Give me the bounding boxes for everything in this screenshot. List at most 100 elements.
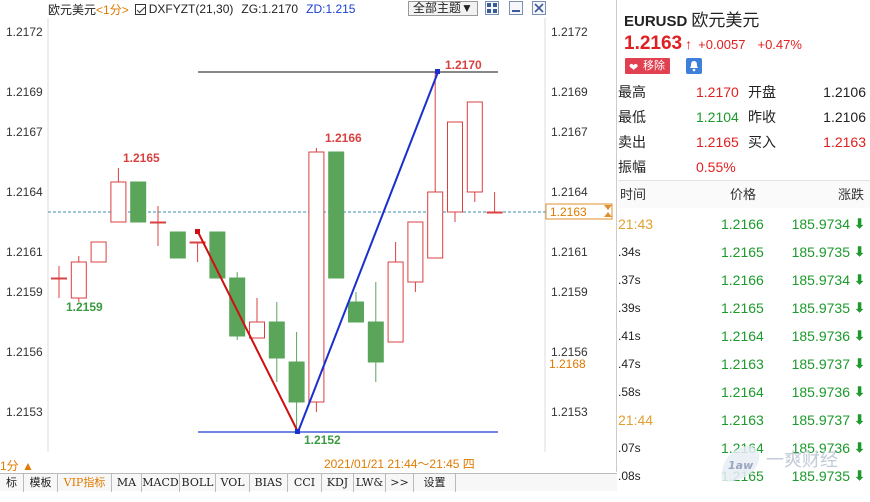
remove-watchlist-button[interactable]: ❤ 移除	[625, 58, 670, 74]
price-tag-arrow-icon	[604, 212, 612, 217]
down-arrow-icon: ⬇	[854, 328, 865, 343]
indicator-tab[interactable]: VOL	[216, 474, 250, 492]
ticks-header-change: 涨跌	[837, 187, 864, 202]
period-toggle[interactable]: 1分 ▲	[0, 459, 34, 473]
indicator-tab[interactable]: CCI	[288, 474, 322, 492]
tick-row[interactable]: .47s 1.2163 185.9737 ⬇	[618, 350, 870, 378]
down-arrow-icon: ⬇	[854, 440, 865, 455]
price-change-percent: +0.47%	[757, 37, 802, 52]
bell-icon	[690, 61, 698, 72]
grid-layout-icon[interactable]	[485, 1, 499, 15]
candle-body	[288, 361, 305, 403]
indicator-tab[interactable]: LW&	[354, 474, 386, 492]
down-arrow-icon: ⬇	[854, 356, 865, 371]
stat-label: 振幅	[618, 159, 646, 175]
quote-panel: EURUSD 欧元美元 1.2163 ↑ +0.0057 +0.47% ❤ 移除 …	[618, 0, 870, 502]
y-tick-label-left: 1.2161	[6, 245, 43, 259]
tick-time: .47s	[618, 357, 641, 371]
y-tick-label-left: 1.2172	[6, 25, 43, 39]
symbol-code: EURUSD	[624, 13, 688, 30]
candle-body	[447, 121, 463, 213]
tick-change: 185.9736	[791, 384, 850, 400]
tick-row[interactable]: .39s 1.2165 185.9735 ⬇	[618, 294, 870, 322]
y-tick-label-right: 1.2164	[551, 185, 588, 199]
price-tag-arrow-icon	[604, 205, 612, 210]
y-tick-label-right: 1.2156	[551, 345, 588, 359]
period-selector[interactable]: <1分>	[96, 2, 129, 17]
heart-icon: ❤	[629, 62, 639, 74]
indicator-tab[interactable]: VIP指标	[58, 474, 112, 492]
y-tick-label-right: 1.2161	[551, 245, 588, 259]
tick-price: 1.2164	[721, 328, 764, 344]
ticks-header-price: 价格	[730, 187, 757, 202]
indicator-tab[interactable]: KDJ	[322, 474, 354, 492]
indicator-tab[interactable]: MACD	[142, 474, 180, 492]
tick-row[interactable]: 21:44 1.2163 185.9737 ⬇	[618, 406, 870, 434]
tick-price: 1.2166	[721, 272, 764, 288]
close-icon[interactable]	[532, 1, 546, 15]
indicator-checkbox[interactable]	[134, 3, 146, 15]
tick-time: 21:43	[618, 216, 654, 232]
watermark-logo: 1aw 一爽财经	[718, 441, 870, 489]
remove-label: 移除	[643, 60, 665, 72]
tick-change: 185.9737	[791, 356, 850, 372]
tick-price: 1.2166	[721, 216, 764, 232]
indicator-tab[interactable]: 模板	[24, 474, 58, 492]
candle-body	[70, 261, 87, 299]
stat-row: 卖出 1.2165 买入 1.2163	[618, 130, 870, 155]
y-tick-label-left: 1.2156	[6, 345, 43, 359]
candle-body	[466, 101, 483, 193]
tick-row[interactable]: .34s 1.2165 185.9735 ⬇	[618, 238, 870, 266]
candle-body	[249, 321, 265, 339]
indicator-tab[interactable]: BIAS	[250, 474, 288, 492]
y-tick-label-left: 1.2164	[6, 185, 43, 199]
y-tick-label-right: 1.2153	[551, 405, 588, 419]
alert-bell-button[interactable]	[686, 58, 702, 74]
tick-time: .39s	[618, 301, 641, 315]
tick-row[interactable]: .58s 1.2164 185.9736 ⬇	[618, 378, 870, 406]
secondary-price-tag-label: 1.2168	[549, 357, 586, 371]
y-tick-label-left: 1.2169	[6, 85, 43, 99]
theme-dropdown-button[interactable]: 全部主题▼	[408, 1, 478, 16]
y-tick-label-right: 1.2172	[551, 25, 588, 39]
tick-row[interactable]: .37s 1.2166 185.9734 ⬇	[618, 266, 870, 294]
indicator-tab[interactable]: BOLL	[180, 474, 216, 492]
stat-value: 1.2163	[823, 134, 866, 150]
down-arrow-icon: ⬇	[854, 384, 865, 399]
minimize-icon[interactable]	[509, 1, 523, 15]
trend-line-down	[197, 231, 299, 433]
y-tick-label-left: 1.2167	[6, 125, 43, 139]
tick-row[interactable]: .41s 1.2164 185.9736 ⬇	[618, 322, 870, 350]
indicator-tab[interactable]: >>	[386, 474, 414, 492]
candle-body	[189, 241, 206, 244]
stat-value: 1.2104	[696, 109, 739, 125]
candle-body	[110, 181, 127, 223]
indicator-tab[interactable]: MA	[112, 474, 142, 492]
candle-body	[169, 231, 186, 259]
candle-body	[367, 321, 384, 363]
chart-panel[interactable]: 1.2172 1.2172 1.2169 1.2169 1.2167 1.2167 1.21…	[0, 0, 617, 473]
down-arrow-icon: ⬇	[854, 468, 865, 483]
trend-point	[295, 429, 300, 434]
ticks-header: 时间 价格 涨跌	[618, 180, 870, 208]
label-high: 1.2170	[445, 58, 482, 72]
price-row: 1.2163 ↑ +0.0057 +0.47%	[624, 33, 802, 55]
candlestick-chart[interactable]: 1.2172 1.2172 1.2169 1.2169 1.2167 1.2167 1.21…	[0, 0, 617, 472]
y-tick-label-right: 1.2169	[551, 85, 588, 99]
tick-change: 185.9735	[791, 244, 850, 260]
tick-price: 1.2165	[721, 300, 764, 316]
tick-change: 185.9737	[791, 412, 850, 428]
tick-row[interactable]: 21:43 1.2166 185.9734 ⬇	[618, 210, 870, 238]
y-tick-label-left: 1.2153	[6, 405, 43, 419]
tick-time: .41s	[618, 329, 641, 343]
tick-change: 185.9736	[791, 440, 850, 456]
chart-title: 欧元美元	[48, 2, 97, 17]
candle-body	[130, 181, 147, 223]
zd-value: ZD:1.215	[306, 2, 356, 16]
indicator-tab[interactable]: 设置	[414, 474, 456, 492]
candle-body	[268, 321, 285, 359]
indicator-tab[interactable]: 标	[0, 474, 24, 492]
up-arrow-icon: ↑	[685, 36, 693, 52]
ticks-list[interactable]: 21:43 1.2166 185.9734 ⬇ .34s 1.2165 185.9735 ⬇.…	[618, 210, 870, 490]
